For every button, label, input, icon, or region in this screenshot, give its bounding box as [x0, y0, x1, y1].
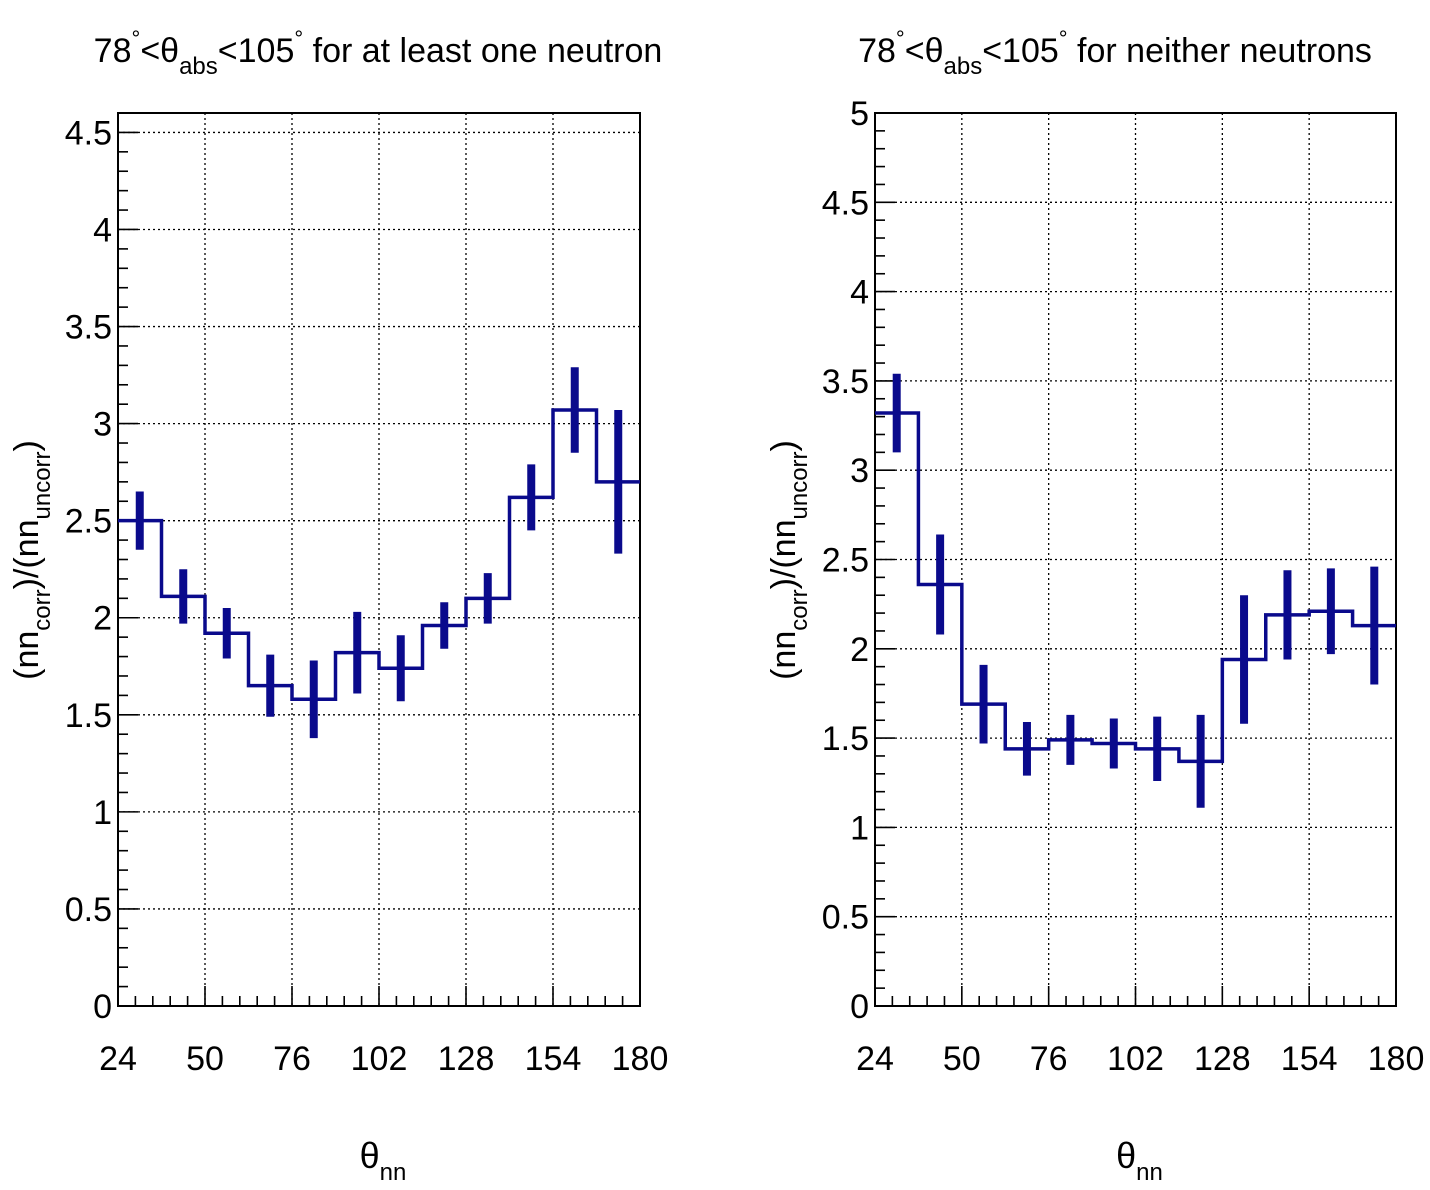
- histogram-step-line: [875, 411, 1396, 764]
- title-part: 78: [858, 32, 896, 70]
- y-tick-label: 3: [93, 406, 112, 444]
- x-tick-label: 154: [525, 1040, 582, 1078]
- y-tick-label: 2.5: [65, 503, 112, 541]
- x-axis-label: θnn: [360, 1135, 407, 1186]
- y-tick-label: 1.5: [822, 720, 869, 758]
- chart-panel-2: 24 50 76 102 128 154 180 0 0.5 1 1.5 2 2.5 3 3.5 4 4.5 5 7…: [765, 26, 1424, 1186]
- title-subscript: abs: [944, 53, 983, 80]
- title-degree: °: [896, 26, 905, 51]
- x-tick-label: 24: [99, 1040, 137, 1078]
- y-label-subscript: uncorr: [786, 451, 813, 519]
- y-label-part: )/(nn: [8, 519, 46, 589]
- y-label-part: ): [765, 440, 803, 451]
- x-tick-label: 180: [1368, 1040, 1425, 1078]
- x-tick-label: 24: [856, 1040, 894, 1078]
- title-part: for at least one neutron: [303, 32, 662, 70]
- y-label-part: (nn: [765, 631, 803, 680]
- x-tick-label: 180: [612, 1040, 669, 1078]
- title-part: 78: [94, 32, 132, 70]
- y-tick-label: 1.5: [65, 697, 112, 735]
- x-tick-label: 154: [1281, 1040, 1338, 1078]
- y-tick-label: 0: [850, 988, 869, 1026]
- y-tick-label: 4: [93, 211, 112, 249]
- y-tick-label: 5: [850, 95, 869, 133]
- x-tick-label: 102: [351, 1040, 408, 1078]
- y-label-subscript: uncorr: [29, 451, 56, 519]
- x-tick-label: 76: [1030, 1040, 1068, 1078]
- y-tick-label: 0: [93, 988, 112, 1026]
- x-label-base: θ: [360, 1135, 380, 1176]
- y-label-subscript: corr: [29, 589, 56, 630]
- x-tick-label: 50: [943, 1040, 981, 1078]
- series: [875, 373, 1396, 808]
- y-tick-label: 0.5: [65, 891, 112, 929]
- y-tick-label: 0.5: [822, 899, 869, 937]
- y-tick-label: 3.5: [822, 363, 869, 401]
- title-degree: °: [1059, 26, 1068, 51]
- x-tick-label: 76: [273, 1040, 311, 1078]
- y-label-part: )/(nn: [765, 519, 803, 589]
- title-part: <105: [982, 32, 1059, 70]
- series: [118, 367, 640, 739]
- y-tick-label: 4.5: [65, 114, 112, 152]
- x-tick-label: 102: [1107, 1040, 1164, 1078]
- y-tick-label: 1: [93, 794, 112, 832]
- title-part: for neither neutrons: [1068, 32, 1372, 70]
- x-tick-label: 128: [438, 1040, 495, 1078]
- y-axis-label: (nncorr)/(nnuncorr): [8, 440, 56, 680]
- x-label-subscript: nn: [1136, 1159, 1163, 1186]
- y-tick-label: 2.5: [822, 542, 869, 580]
- y-tick-label: 1: [850, 809, 869, 847]
- x-label-base: θ: [1116, 1135, 1136, 1176]
- y-tick-label: 4.5: [822, 184, 869, 222]
- chart-panel-1: 24 50 76 102 128 154 180 0 0.5 1 1.5 2 2.5 3 3.5 4 4.5 78…: [8, 26, 668, 1186]
- x-tick-label: 128: [1194, 1040, 1251, 1078]
- y-tick-label: 2: [850, 631, 869, 669]
- y-tick-label: 4: [850, 274, 869, 312]
- chart-title: 78°<θabs<105° for neither neutrons: [858, 26, 1372, 80]
- y-tick-label: 2: [93, 600, 112, 638]
- y-label-subscript: corr: [786, 589, 813, 630]
- title-degree: °: [132, 26, 141, 51]
- x-label-subscript: nn: [380, 1159, 407, 1186]
- title-subscript: abs: [179, 53, 218, 80]
- y-tick-label: 3: [850, 452, 869, 490]
- title-part: <θ: [905, 32, 944, 70]
- chart-title: 78°<θabs<105° for at least one neutron: [94, 26, 663, 80]
- x-tick-label: 50: [186, 1040, 224, 1078]
- y-tick-label: 3.5: [65, 309, 112, 347]
- y-axis-label: (nncorr)/(nnuncorr): [765, 440, 813, 680]
- x-axis-label: θnn: [1116, 1135, 1163, 1186]
- histogram-step-line: [118, 408, 640, 702]
- title-part: <105: [218, 32, 295, 70]
- y-label-part: (nn: [8, 631, 46, 680]
- title-part: <θ: [140, 32, 179, 70]
- y-label-part: ): [8, 440, 46, 451]
- title-degree: °: [294, 26, 303, 51]
